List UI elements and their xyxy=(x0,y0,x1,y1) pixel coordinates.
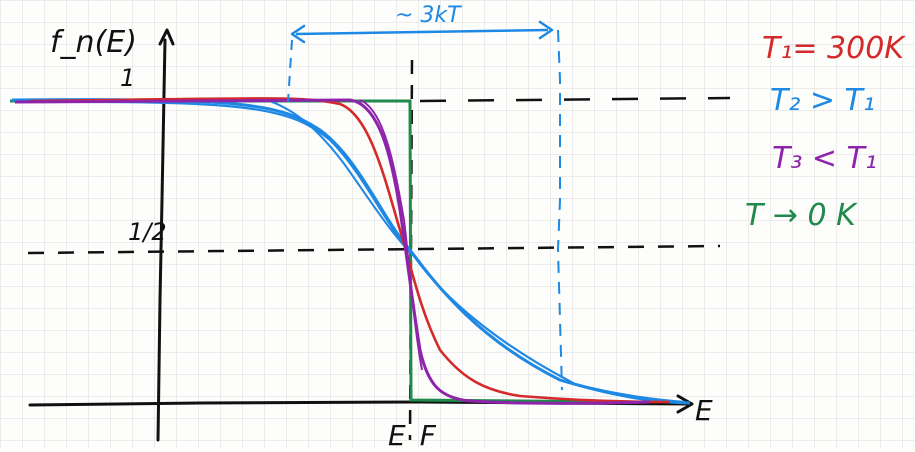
x-axis-arrow xyxy=(676,394,694,414)
y-axis-label: f_n(E) xyxy=(50,25,137,60)
temperature-legend: T₁= 300K T₂ > T₁ T₃ < T₁ T → 0 K xyxy=(745,31,906,233)
y-axis-line xyxy=(156,38,167,442)
legend-t3: T₃ < T₁ xyxy=(772,141,877,176)
kt-width-label: ~ 3kT xyxy=(395,3,462,28)
half-level-guide xyxy=(27,244,721,255)
kt-width-bracket xyxy=(287,20,563,391)
x-axis-label: E xyxy=(695,394,713,427)
level-one-guide xyxy=(419,96,731,103)
y-axis-arrow xyxy=(158,28,175,46)
tick-label-one: 1 xyxy=(120,64,135,92)
fermi-level-line xyxy=(408,59,414,441)
curve-t3-cold xyxy=(14,98,651,405)
tick-label-half: 1/2 xyxy=(128,218,167,246)
fermi-energy-label: E_F xyxy=(388,419,437,448)
legend-t1: T₁= 300K xyxy=(762,31,906,66)
legend-t2: T₂ > T₁ xyxy=(770,83,875,118)
legend-t0: T → 0 K xyxy=(745,198,858,233)
